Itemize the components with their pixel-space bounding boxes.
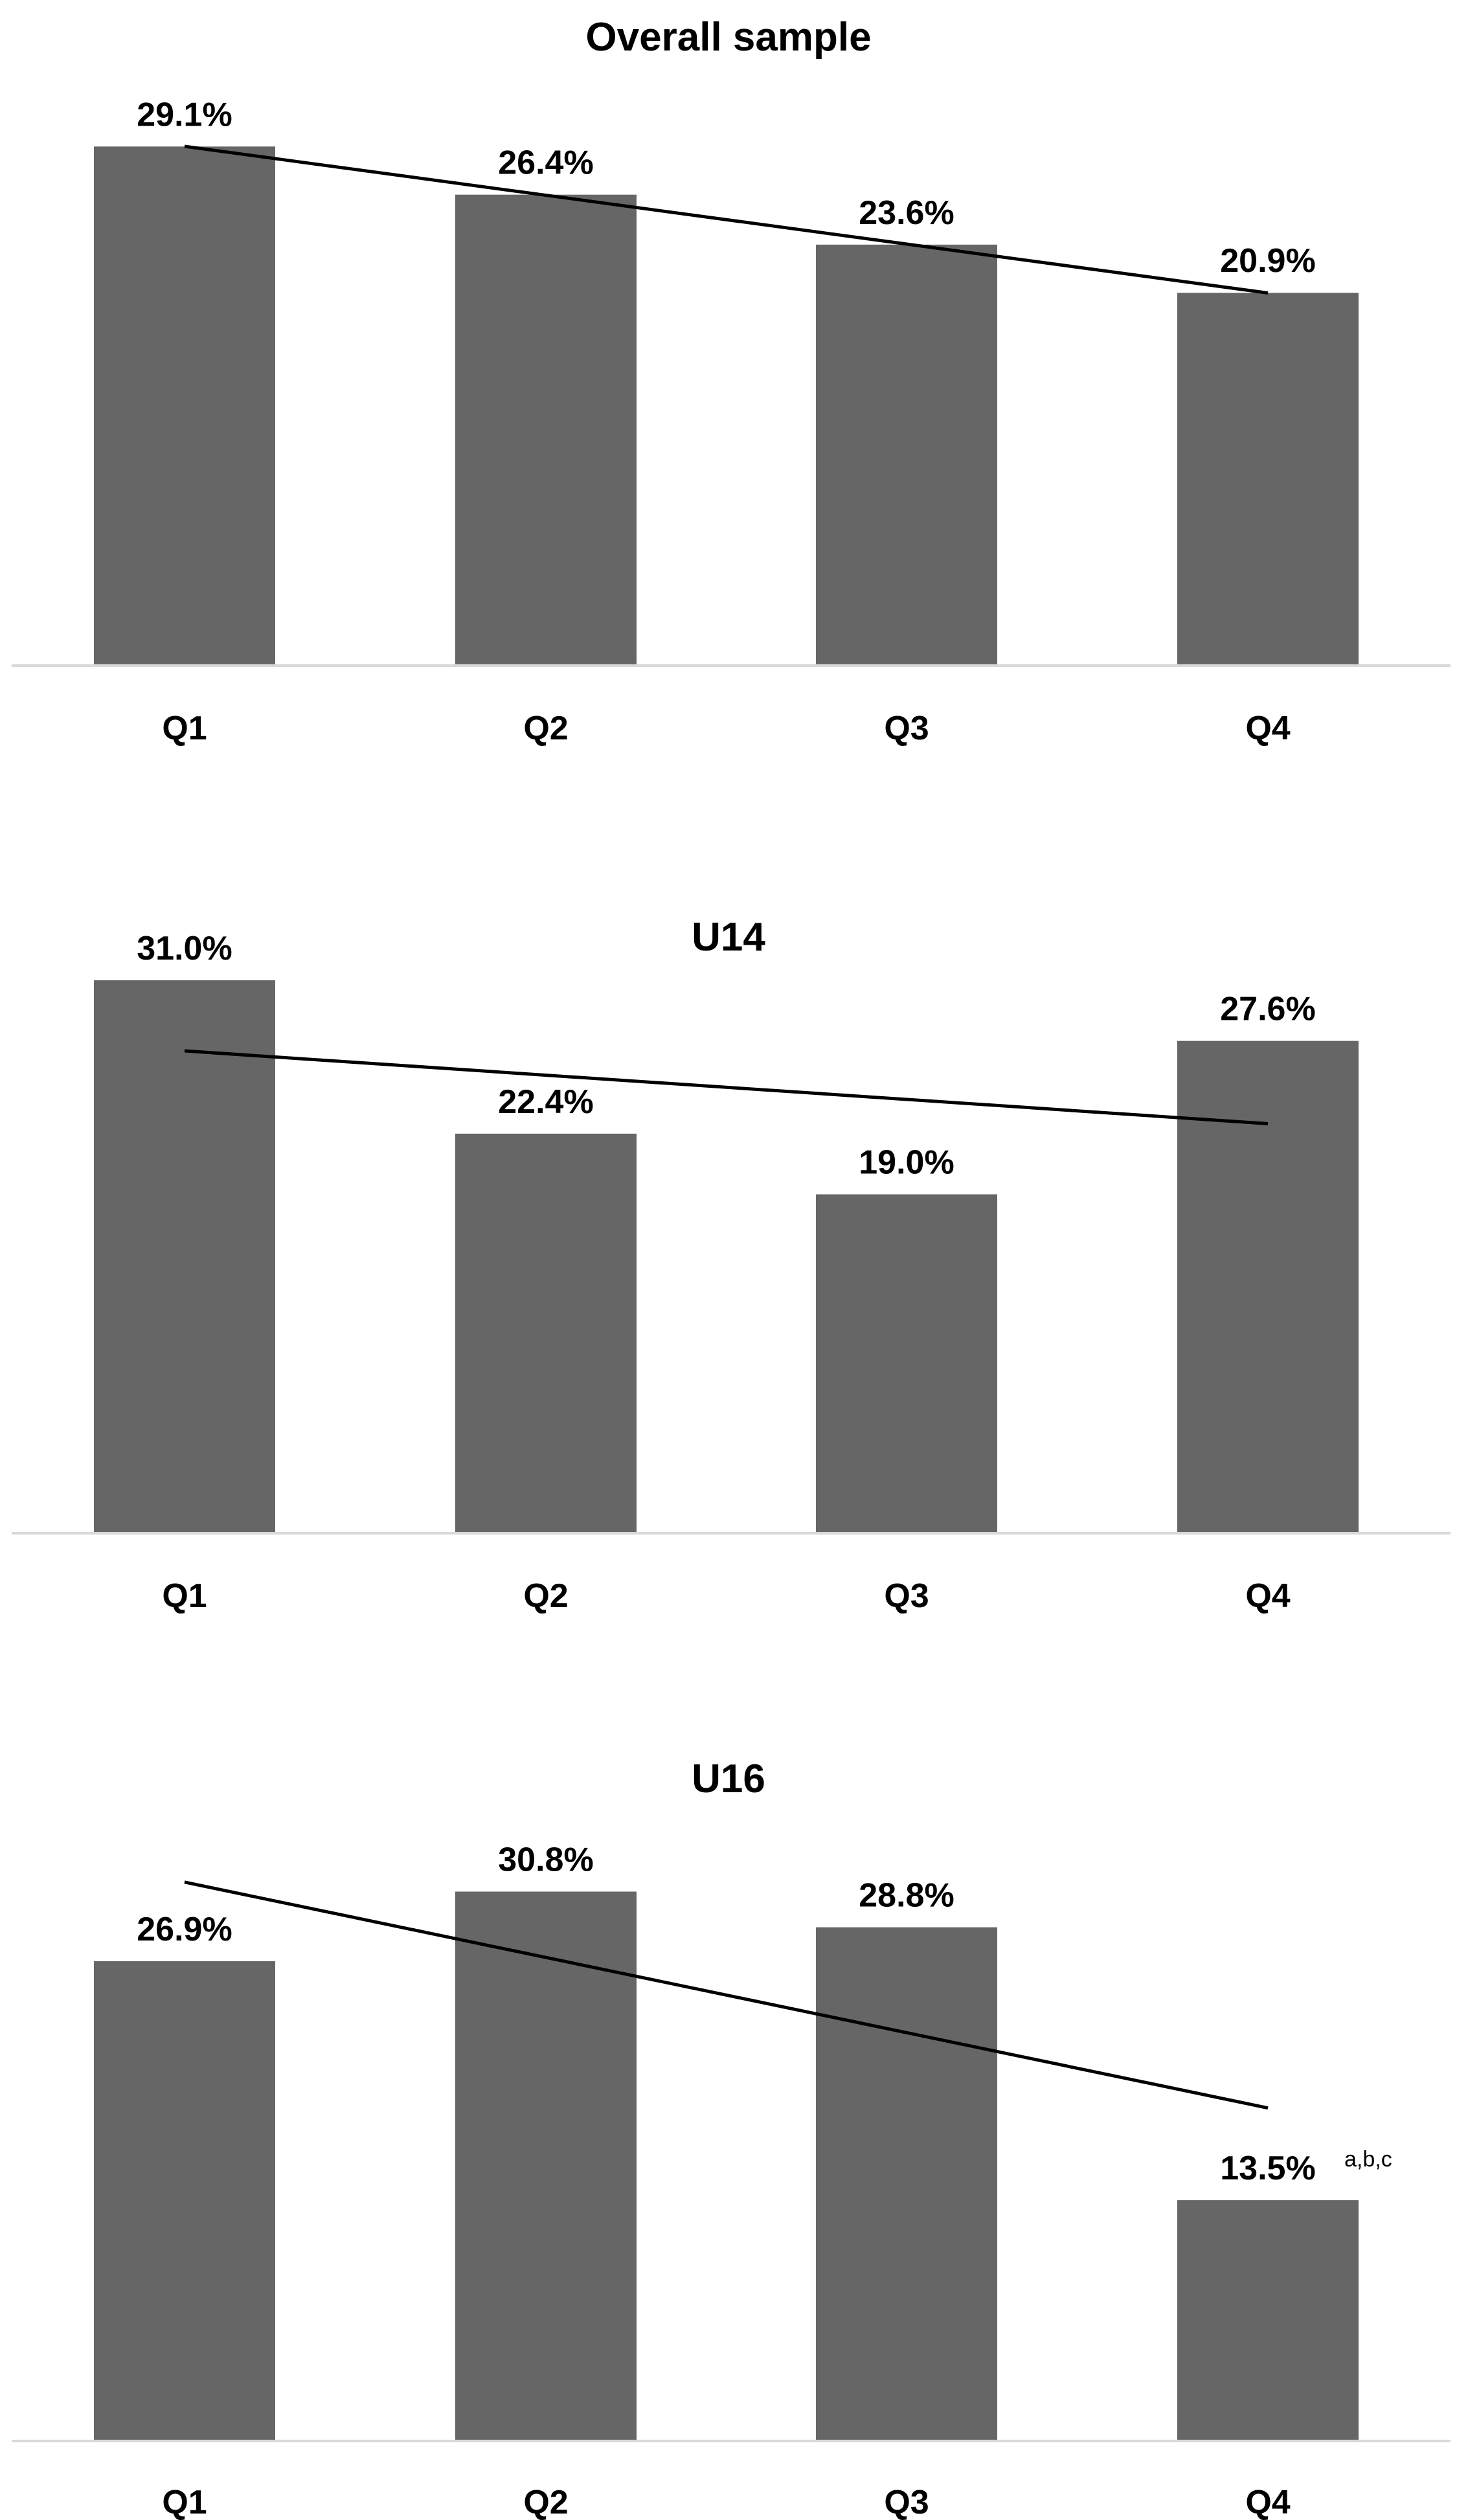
chart-title: Overall sample [585, 15, 871, 60]
chart-title: U16 [692, 1757, 765, 1801]
data-label: 29.1% [137, 96, 232, 133]
data-label: 31.0% [137, 930, 232, 967]
x-tick-label: Q1 [162, 710, 207, 747]
data-label: 28.8% [859, 1877, 954, 1915]
data-label: 13.5% [1220, 2150, 1315, 2187]
significance-note: a,b,c [1344, 2147, 1392, 2172]
data-label: 30.8% [498, 1841, 593, 1878]
bar [1177, 2200, 1359, 2441]
chart-panel: U16 26.9% Q1 30.8% Q2 28.8% Q3 13.5% a,b,c Q4 [12, 1757, 1451, 2520]
chart-panel: Overall sample 29.1% Q1 26.4% Q2 23.6% Q3 20.9%… [12, 15, 1451, 747]
bar [94, 1961, 275, 2441]
chart-panel: U14 31.0% Q1 22.4% Q2 19.0% Q3 27.6% Q4 [12, 915, 1451, 1615]
x-tick-label: Q1 [162, 1577, 207, 1615]
chart-title: U14 [692, 915, 765, 960]
bar [455, 194, 637, 666]
bar [455, 1133, 637, 1533]
x-tick-label: Q4 [1245, 2484, 1290, 2520]
bar [816, 1927, 997, 2441]
data-label: 23.6% [859, 194, 954, 232]
data-label: 26.9% [137, 1911, 232, 1948]
trendline [184, 1880, 1269, 2110]
bar [455, 1891, 637, 2441]
data-label: 19.0% [859, 1144, 954, 1182]
trendline [184, 1049, 1269, 1125]
bar [1177, 293, 1359, 666]
x-tick-label: Q2 [523, 710, 568, 747]
x-tick-label: Q3 [884, 2484, 929, 2520]
data-label: 20.9% [1220, 242, 1315, 280]
data-label: 26.4% [498, 144, 593, 182]
bar [816, 244, 997, 666]
bar [1177, 1041, 1359, 1533]
x-tick-label: Q3 [884, 710, 929, 747]
data-label: 22.4% [498, 1083, 593, 1121]
x-tick-label: Q4 [1245, 710, 1290, 747]
trendline [184, 144, 1269, 295]
data-label: 27.6% [1220, 991, 1315, 1028]
x-tick-label: Q2 [523, 2484, 568, 2520]
bar [94, 146, 275, 666]
x-tick-label: Q4 [1245, 1577, 1290, 1615]
bar [94, 980, 275, 1533]
x-tick-label: Q2 [523, 1577, 568, 1615]
bar [816, 1194, 997, 1533]
x-tick-label: Q3 [884, 1577, 929, 1615]
x-tick-label: Q1 [162, 2484, 207, 2520]
